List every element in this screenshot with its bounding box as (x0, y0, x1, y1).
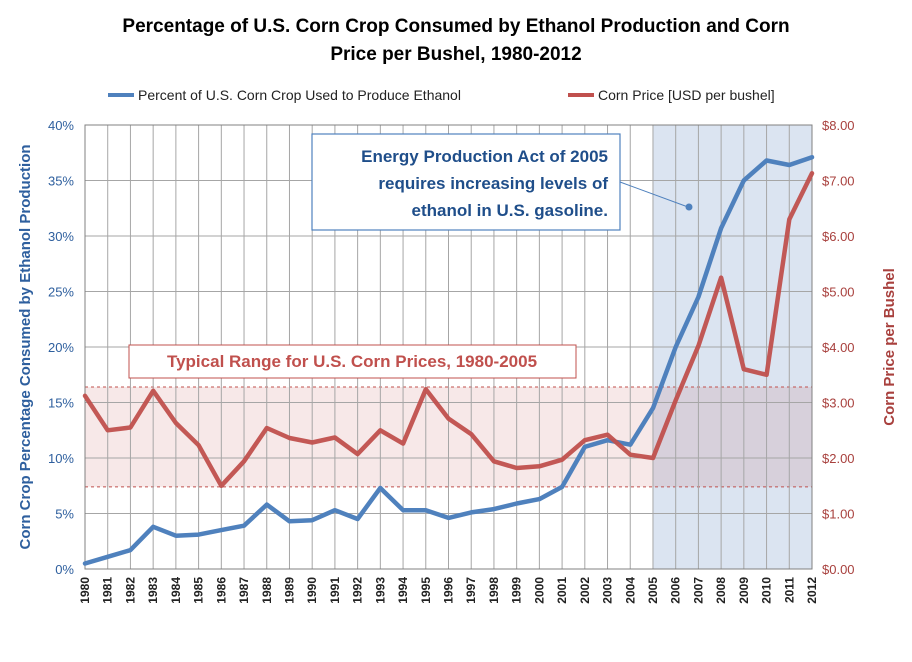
x-tick-label: 2007 (691, 577, 705, 604)
y-right-tick-label: $5.00 (822, 285, 855, 300)
x-tick-label: 1997 (464, 577, 478, 604)
y-right-tick-label: $0.00 (822, 562, 855, 577)
plot-frame (84, 124, 813, 570)
annotation-box (311, 133, 621, 231)
y-left-tick-label: 0% (55, 562, 74, 577)
x-tick-label: 2000 (532, 577, 546, 604)
annotation-line1: Energy Production Act of 2005 (361, 147, 608, 166)
y-left-tick-label: 5% (55, 507, 74, 522)
y-left-tick-label: 40% (48, 118, 74, 133)
legend: Percent of U.S. Corn Crop Used to Produc… (108, 87, 775, 103)
right-axis-ticks: $0.00 $1.00 $2.00 $3.00 $4.00 $5.00 $6.00 $7.00… (822, 118, 855, 577)
x-tick-label: 1999 (510, 577, 524, 604)
x-tick-label: 1989 (282, 577, 296, 604)
x-tick-label: 2002 (578, 577, 592, 604)
y-left-tick-label: 20% (48, 340, 74, 355)
x-tick-label: 1986 (214, 577, 228, 604)
plot-area-border (84, 124, 813, 570)
left-axis-ticks: 0% 5% 10% 15% 20% 25% 30% 35% 40% (48, 118, 74, 577)
y-left-tick-label: 10% (48, 451, 74, 466)
x-tick-label: 1993 (373, 577, 387, 604)
x-tick-label: 1998 (487, 577, 501, 604)
annotation-marker (685, 203, 693, 211)
legend-label-ethanol: Percent of U.S. Corn Crop Used to Produc… (138, 87, 461, 103)
x-tick-label: 2004 (623, 577, 637, 604)
series-ethanol-line (82, 154, 815, 566)
x-tick-label: 1984 (169, 577, 183, 604)
chart-title-line1: Percentage of U.S. Corn Crop Consumed by… (122, 16, 789, 37)
x-tick-label: 1987 (237, 577, 251, 604)
chart-title-line2: Price per Bushel, 1980-2012 (330, 44, 581, 65)
x-tick-label: 2011 (782, 577, 796, 603)
x-tick-label: 1991 (328, 577, 342, 604)
x-tick-label: 1988 (260, 577, 274, 604)
x-tick-label: 1980 (78, 577, 92, 604)
y-right-tick-label: $7.00 (822, 174, 855, 189)
y-right-tick-label: $1.00 (822, 507, 855, 522)
y-left-tick-label: 35% (48, 174, 74, 189)
y-right-tick-label: $6.00 (822, 229, 855, 244)
y-left-tick-label: 25% (48, 285, 74, 300)
x-tick-label: 1994 (396, 577, 410, 604)
x-tick-label: 1982 (123, 577, 137, 604)
series-lines (82, 154, 815, 566)
x-tick-label: 1992 (351, 577, 365, 604)
x-axis-ticks: 1980 1981 1982 1983 1984 1985 1986 1987 1988 1989… (78, 577, 819, 604)
y-right-tick-label: $3.00 (822, 396, 855, 411)
price-range-label-box (128, 344, 577, 379)
price-range-label-text: Typical Range for U.S. Corn Prices, 1980… (167, 352, 537, 371)
y-left-tick-label: 15% (48, 396, 74, 411)
y-left-tick-label: 30% (48, 229, 74, 244)
x-tick-label: 2001 (555, 577, 569, 604)
x-tick-label: 1985 (192, 577, 206, 604)
x-tick-label: 2012 (805, 577, 819, 604)
price-range-label: Typical Range for U.S. Corn Prices, 1980… (128, 344, 577, 379)
x-tick-label: 2009 (737, 577, 751, 604)
annotation-leader (619, 181, 689, 208)
x-tick-label: 2005 (646, 577, 660, 604)
x-tick-label: 2008 (714, 577, 728, 604)
series-price-line (82, 171, 815, 489)
y-right-tick-label: $4.00 (822, 340, 855, 355)
y-right-tick-label: $2.00 (822, 451, 855, 466)
x-tick-label: 1981 (101, 577, 115, 604)
x-tick-label: 2003 (601, 577, 615, 604)
y-right-tick-label: $8.00 (822, 118, 855, 133)
y-left-axis-title: Corn Crop Percentage Consumed by Ethanol… (17, 144, 34, 549)
x-tick-label: 1995 (419, 577, 433, 604)
x-tick-label: 1990 (305, 577, 319, 604)
legend-label-price: Corn Price [USD per bushel] (598, 87, 775, 103)
x-tick-label: 1996 (442, 577, 456, 604)
x-tick-label: 1983 (146, 577, 160, 604)
annotation-callout: Energy Production Act of 2005 requires i… (311, 133, 693, 231)
annotation-line2: requires increasing levels of (378, 174, 608, 193)
annotation-line3: ethanol in U.S. gasoline. (412, 201, 608, 220)
y-right-axis-title: Corn Price per Bushel (881, 268, 898, 426)
x-tick-label: 2006 (669, 577, 683, 604)
x-tick-label: 2010 (760, 577, 774, 604)
